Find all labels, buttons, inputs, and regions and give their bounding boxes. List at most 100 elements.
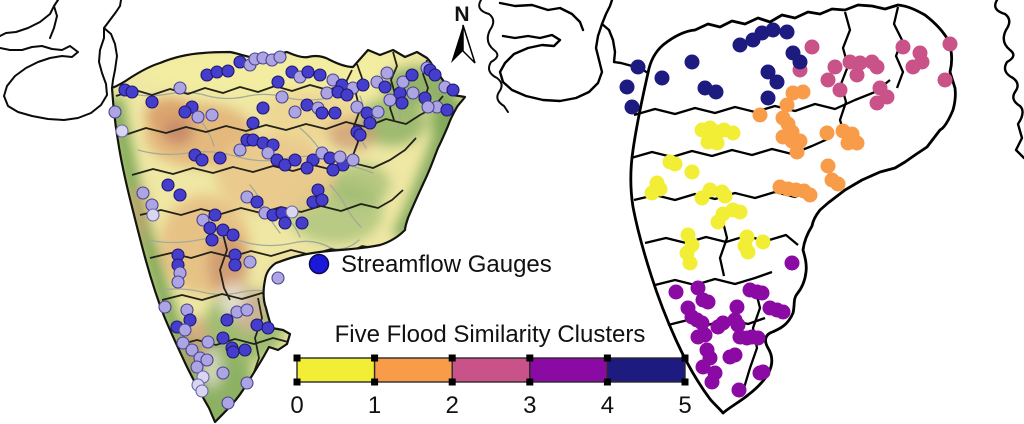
- cluster-5-dot: [760, 90, 776, 106]
- colorbar-tick: [681, 354, 689, 362]
- cluster-3-dot: [914, 54, 930, 70]
- cluster-5-dot: [630, 59, 646, 75]
- gauge-dot: [285, 205, 299, 219]
- gauge-dot: [446, 83, 460, 97]
- cluster-2-dot: [789, 144, 805, 160]
- colorbar-tick: [371, 378, 379, 386]
- gauge-dot: [191, 110, 205, 124]
- clusters-legend-title: Five Flood Similarity Clusters: [335, 321, 646, 348]
- cluster-3-dot: [869, 95, 885, 111]
- colorbar-segment-5: [606, 357, 686, 383]
- north-arrow: N: [451, 3, 476, 64]
- cluster-2-dot: [795, 84, 811, 100]
- gauge-dot: [405, 68, 419, 82]
- gauge-dot: [220, 313, 234, 327]
- gauge-dot: [145, 95, 159, 109]
- gauge-dot: [213, 151, 227, 165]
- gauge-dot: [428, 68, 442, 82]
- gauge-dot: [250, 318, 264, 332]
- cluster-4-dot: [755, 364, 771, 380]
- cluster-4-dot: [715, 315, 731, 331]
- colorbar-tick: [448, 354, 456, 362]
- gauge-marker-icon: [308, 253, 330, 275]
- gauge-dot: [238, 343, 252, 357]
- gauge-dot: [288, 105, 302, 119]
- cluster-1-dot: [717, 188, 733, 204]
- gauge-dot: [108, 105, 122, 119]
- gauge-dot: [340, 88, 354, 102]
- gauge-dot: [271, 271, 285, 285]
- cluster-5-dot: [779, 24, 795, 40]
- gauge-dot: [221, 64, 235, 78]
- gauge-dot: [146, 208, 160, 222]
- gujarat-outline: [0, 0, 122, 121]
- cluster-4-dot: [690, 280, 706, 296]
- colorbar-tick-label: 2: [446, 392, 459, 419]
- colorbar-tick-label: 3: [523, 392, 536, 419]
- cluster-3-dot: [832, 82, 848, 98]
- gauge-dot: [216, 331, 230, 345]
- gauge-dot: [115, 124, 129, 138]
- cluster-3-dot: [820, 72, 836, 88]
- gauge-dot: [380, 66, 394, 80]
- cluster-1-dot: [682, 255, 698, 271]
- cluster-3-dot: [804, 39, 820, 55]
- colorbar-tick-label: 1: [368, 392, 381, 419]
- colorbar-tick-label: 0: [290, 392, 303, 419]
- cluster-2-dot: [802, 187, 818, 203]
- cluster-4-dot: [784, 255, 800, 271]
- colorbar-tick: [603, 354, 611, 362]
- gauge-dot: [240, 303, 254, 317]
- north-arrow-label: N: [454, 3, 469, 26]
- cluster-2-dot: [752, 107, 768, 123]
- gauge-dot: [350, 100, 364, 114]
- gauge-dot: [320, 86, 334, 100]
- colorbar-tick-label: 5: [678, 392, 691, 419]
- gauge-dot: [201, 335, 215, 349]
- cluster-5-dot: [684, 54, 700, 70]
- cluster-2-dot: [830, 176, 846, 192]
- gauge-dot: [406, 86, 420, 100]
- gauge-dot: [173, 188, 187, 202]
- gauge-dot: [178, 105, 192, 119]
- gauge-dot: [421, 100, 435, 114]
- gauge-dot: [315, 193, 329, 207]
- gauge-dot: [273, 50, 287, 64]
- gauge-dot: [178, 323, 192, 337]
- gauge-dot: [195, 384, 209, 398]
- gauge-dot: [226, 228, 240, 242]
- colorbar-tick-label: 4: [601, 392, 614, 419]
- cluster-1-dot: [644, 185, 660, 201]
- gauge-dot: [301, 65, 315, 79]
- gauge-dot: [363, 116, 377, 130]
- gauge-dot: [176, 336, 190, 350]
- gauge-dot: [205, 233, 219, 247]
- gauge-dot: [300, 98, 314, 112]
- cluster-4-dot: [775, 304, 791, 320]
- colorbar: 0 1 2 3 4 5: [290, 354, 692, 419]
- gauge-dot: [200, 353, 214, 367]
- gauge-dot: [278, 216, 292, 230]
- cluster-1-dot: [732, 204, 748, 220]
- colorbar-tick: [448, 378, 456, 386]
- colorbar-segment-1: [296, 357, 376, 383]
- gauge-dot: [158, 300, 172, 314]
- cluster-2-dot: [820, 158, 836, 174]
- cluster-1-dot: [709, 135, 725, 151]
- cluster-1-dot: [755, 234, 771, 250]
- cluster-1-dot: [694, 190, 710, 206]
- gauge-dot: [233, 143, 247, 157]
- cluster-4-dot: [668, 284, 684, 300]
- cluster-5-dot: [732, 37, 748, 53]
- gauge-dots-layer: [108, 50, 460, 410]
- cluster-2-dot: [849, 135, 865, 151]
- colorbar-segment-2: [373, 357, 453, 383]
- cluster-2-dot: [819, 125, 835, 141]
- cluster-1-dot: [740, 244, 756, 260]
- cluster-5-dot: [769, 74, 785, 90]
- north-arrow-light-half: [462, 24, 476, 64]
- gauge-dot: [371, 105, 385, 119]
- gauge-dot: [288, 153, 302, 167]
- colorbar-tick: [293, 354, 301, 362]
